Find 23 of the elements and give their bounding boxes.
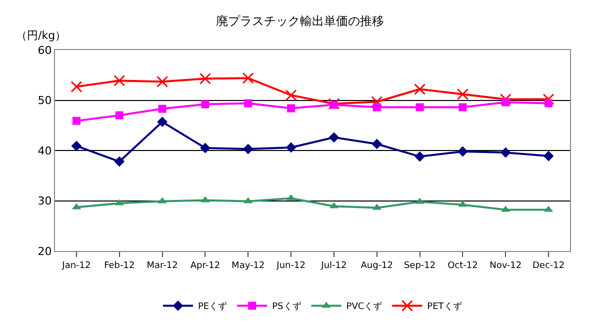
x-tick-label: Dec-12: [532, 260, 565, 271]
x-tick-label: Aug-12: [360, 260, 394, 271]
y-axis-title: （円/kg）: [16, 29, 66, 42]
legend-label: PSくず: [272, 301, 302, 312]
x-tick-label: Jan-12: [61, 260, 91, 271]
y-tick-label: 20: [38, 244, 52, 258]
y-tick-label: 50: [38, 94, 52, 108]
x-tick-label: Mar-12: [146, 260, 178, 271]
x-tick-label: Apr-12: [190, 260, 220, 271]
legend-label: PEくず: [198, 301, 228, 312]
x-tick-label: Jul-12: [320, 260, 347, 271]
legend-label: PETくず: [427, 301, 462, 312]
x-tick-label: Sep-12: [404, 260, 436, 271]
y-tick-label: 60: [38, 44, 52, 57]
x-tick-label: May-12: [232, 260, 265, 271]
x-tick-label: Oct-12: [448, 260, 478, 271]
y-tick-label: 30: [38, 194, 52, 208]
y-tick-label: 40: [38, 144, 52, 158]
x-tick-label: Feb-12: [104, 260, 135, 271]
x-tick-label: Nov-12: [490, 260, 522, 271]
chart-title: 廃プラスチック輸出単価の推移: [216, 14, 384, 28]
x-tick-label: Jun-12: [276, 260, 306, 271]
legend-label: PVCくず: [346, 301, 382, 312]
